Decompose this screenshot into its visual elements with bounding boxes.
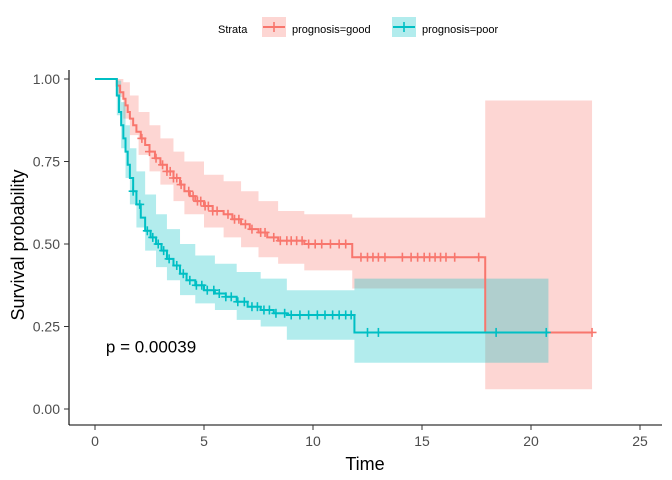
censor-marks: [128, 133, 597, 337]
legend: Strata prognosis=good prognosis=poor: [218, 17, 498, 37]
censor-mark-poor: [185, 275, 195, 285]
x-tick-label: 5: [200, 433, 208, 449]
legend-title: Strata: [218, 24, 248, 36]
censor-mark-good: [165, 166, 175, 176]
y-tick-label: 0.75: [33, 154, 60, 170]
censor-mark-poor: [295, 310, 305, 320]
censor-mark-good: [297, 236, 307, 246]
censor-mark-good: [234, 214, 244, 224]
censor-mark-poor: [264, 305, 274, 315]
censor-mark-poor: [178, 269, 188, 279]
censor-mark-good: [441, 252, 451, 262]
censor-mark-poor: [128, 186, 138, 196]
censor-mark-good: [188, 191, 198, 201]
x-axis-title: Time: [345, 454, 384, 474]
censor-mark-poor: [172, 260, 182, 270]
censor-mark-good: [151, 153, 161, 163]
censor-mark-good: [587, 327, 597, 337]
censor-mark-poor: [312, 310, 322, 320]
censor-mark-poor: [280, 308, 290, 318]
censor-mark-good: [380, 252, 390, 262]
legend-label: prognosis=poor: [422, 24, 498, 36]
censor-mark-good: [184, 186, 194, 196]
censor-mark-good: [137, 133, 147, 143]
censor-mark-poor: [142, 226, 152, 236]
censor-mark-good: [176, 180, 186, 190]
censor-mark-poor: [252, 302, 262, 312]
censor-mark-good: [247, 224, 257, 234]
censor-mark-poor: [541, 327, 551, 337]
censor-mark-poor: [135, 199, 145, 209]
censor-mark-poor: [271, 308, 281, 318]
censor-mark-poor: [197, 280, 207, 290]
censor-mark-good: [145, 147, 154, 157]
axes: 0 5 10 15 20 25 0.00 0.25 0.50 0.75 1.00: [33, 70, 662, 449]
censor-mark-good: [397, 252, 407, 262]
censor-mark-poor: [491, 327, 501, 337]
y-tick-label: 0.00: [33, 401, 60, 417]
x-tick-label: 15: [414, 433, 430, 449]
x-tick-label: 20: [523, 433, 539, 449]
censor-mark-good: [450, 252, 460, 262]
censor-mark-poor: [286, 310, 296, 320]
censor-mark-good: [341, 239, 351, 249]
censor-mark-poor: [148, 232, 158, 242]
ci-band-good: [95, 79, 593, 390]
censor-mark-poor: [226, 292, 236, 302]
legend-label: prognosis=good: [292, 24, 371, 36]
censor-mark-poor: [153, 239, 163, 249]
y-axis-title: Survival probability: [8, 169, 28, 320]
ci-band-poor: [95, 79, 549, 363]
censor-mark-poor: [304, 310, 314, 320]
censor-mark-good: [260, 227, 270, 237]
censor-mark-poor: [373, 327, 383, 337]
censor-mark-good: [212, 206, 222, 216]
y-tick-label: 0.50: [33, 236, 60, 252]
censor-mark-poor: [320, 310, 330, 320]
censor-mark-poor: [214, 289, 224, 298]
censor-mark-good: [325, 239, 335, 249]
censor-mark-poor: [164, 254, 174, 264]
y-tick-label: 0.25: [33, 319, 60, 335]
confidence-bands: [95, 79, 593, 390]
censor-mark-poor: [363, 327, 372, 337]
x-tick-label: 0: [91, 433, 99, 449]
legend-entry-good: prognosis=good: [262, 17, 371, 37]
x-tick-label: 10: [305, 433, 321, 449]
censor-mark-poor: [209, 285, 219, 295]
censor-mark-good: [196, 196, 206, 206]
censor-mark-good: [203, 201, 213, 211]
censor-mark-good: [269, 232, 279, 242]
censor-mark-good: [158, 160, 168, 170]
legend-entry-poor: prognosis=poor: [392, 17, 498, 37]
censor-mark-poor: [346, 310, 356, 320]
y-tick-label: 1.00: [33, 71, 60, 87]
censor-mark-good: [317, 239, 327, 249]
censor-mark-poor: [239, 297, 249, 307]
censor-mark-good: [474, 252, 484, 262]
censor-mark-good: [172, 173, 182, 183]
x-tick-label: 25: [632, 433, 648, 449]
censor-mark-poor: [159, 246, 169, 256]
p-value-annotation: p = 0.00039: [106, 337, 196, 356]
censor-mark-good: [223, 209, 233, 219]
censor-mark-good: [240, 219, 250, 229]
